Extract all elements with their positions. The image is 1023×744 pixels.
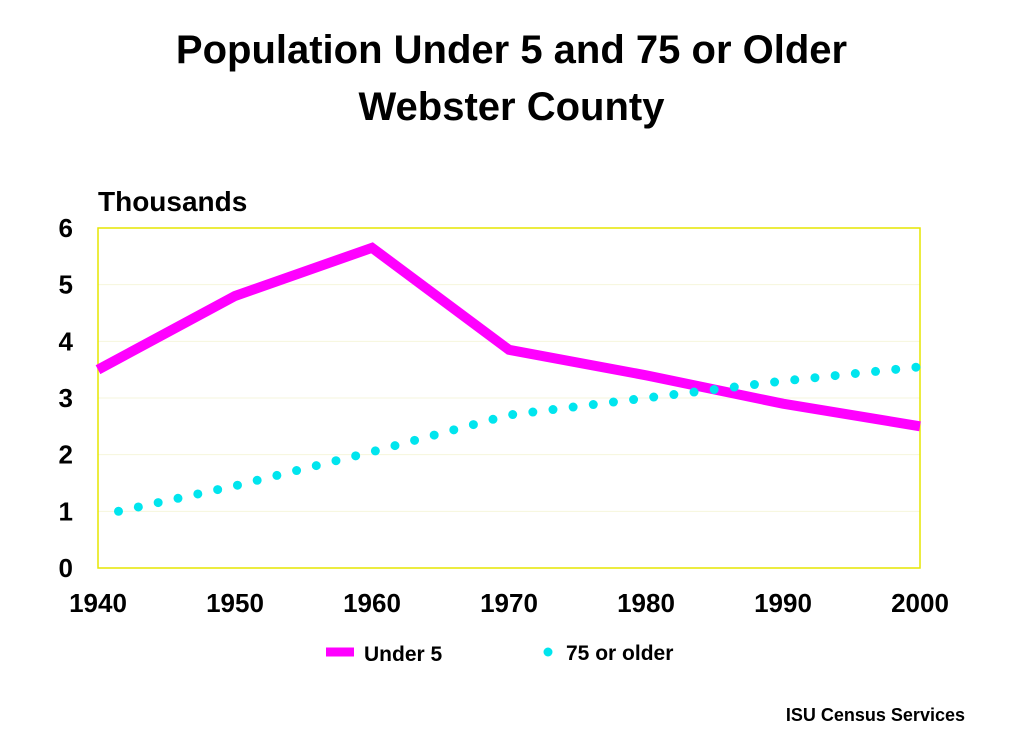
y-tick-label: 6	[59, 213, 73, 243]
footer-credit: ISU Census Services	[785, 705, 965, 725]
y-tick-label: 1	[59, 496, 73, 526]
series-line-under-5	[95, 242, 921, 432]
x-tick-label: 1980	[617, 588, 675, 618]
chart-title: Population Under 5 and 75 or Older	[175, 28, 848, 72]
x-tick-label: 1950	[206, 588, 264, 618]
y-tick-label: 4	[59, 326, 74, 356]
y-axis-label: Thousands	[98, 186, 247, 217]
y-tick-label: 2	[59, 440, 73, 470]
legend-label-under-5: Under 5	[364, 643, 443, 666]
x-tick-label: 1970	[480, 588, 538, 618]
y-tick-label: 0	[59, 553, 73, 583]
chart-subtitle: Webster County	[358, 85, 665, 129]
x-tick-label: 2000	[891, 588, 949, 618]
series-line-75-or-older	[114, 362, 925, 516]
x-tick-label: 1940	[69, 588, 127, 618]
x-tick-label: 1960	[343, 588, 401, 618]
y-tick-label: 3	[59, 383, 73, 413]
legend-label-75-or-older: 75 or older	[566, 642, 673, 665]
legend-swatch-75-or-older	[543, 647, 553, 657]
plot-area	[97, 227, 921, 569]
y-tick-label: 5	[59, 270, 73, 300]
x-tick-label: 1990	[754, 588, 812, 618]
